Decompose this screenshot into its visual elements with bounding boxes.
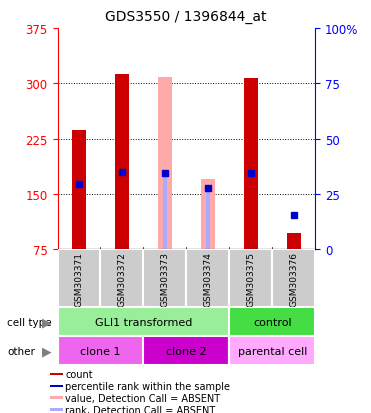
Text: clone 1: clone 1 — [80, 346, 121, 356]
Text: cell type: cell type — [7, 317, 52, 327]
Bar — [50, 408, 63, 411]
Bar — [50, 385, 63, 387]
Bar — [229, 337, 315, 366]
Bar — [287, 234, 301, 250]
Text: GSM303371: GSM303371 — [75, 252, 83, 306]
Text: GSM303376: GSM303376 — [289, 252, 298, 306]
Text: rank, Detection Call = ABSENT: rank, Detection Call = ABSENT — [65, 405, 216, 413]
Text: GSM303373: GSM303373 — [160, 252, 170, 306]
Text: control: control — [253, 317, 292, 327]
Bar — [50, 396, 63, 399]
Bar — [158, 78, 172, 250]
Text: clone 2: clone 2 — [166, 346, 207, 356]
Bar — [144, 250, 186, 308]
Text: value, Detection Call = ABSENT: value, Detection Call = ABSENT — [65, 393, 220, 403]
Text: other: other — [7, 346, 35, 356]
Bar — [50, 373, 63, 375]
Text: ▶: ▶ — [42, 344, 51, 358]
Bar — [272, 250, 315, 308]
Text: GSM303372: GSM303372 — [118, 252, 127, 306]
Bar — [101, 250, 144, 308]
Bar — [229, 250, 272, 308]
Bar — [58, 337, 144, 366]
Text: GSM303375: GSM303375 — [246, 252, 255, 306]
Text: GLI1 transformed: GLI1 transformed — [95, 317, 192, 327]
Bar — [163, 174, 167, 250]
Text: GDS3550 / 1396844_at: GDS3550 / 1396844_at — [105, 10, 266, 24]
Bar — [229, 308, 315, 337]
Bar — [115, 75, 129, 250]
Bar — [186, 250, 229, 308]
Bar — [58, 308, 229, 337]
Bar — [206, 189, 210, 250]
Bar — [244, 79, 258, 250]
Bar — [58, 250, 101, 308]
Text: count: count — [65, 369, 93, 379]
Text: parental cell: parental cell — [238, 346, 307, 356]
Text: ▶: ▶ — [42, 315, 51, 328]
Bar — [72, 131, 86, 250]
Bar — [201, 180, 215, 250]
Text: GSM303374: GSM303374 — [203, 252, 213, 306]
Bar — [144, 337, 229, 366]
Text: percentile rank within the sample: percentile rank within the sample — [65, 381, 230, 391]
